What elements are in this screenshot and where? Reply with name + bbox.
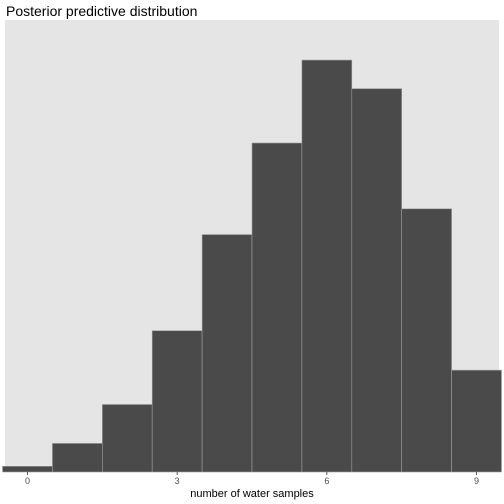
bar-0 <box>2 465 53 473</box>
bar-8 <box>401 208 452 473</box>
bar-4 <box>201 234 253 473</box>
x-tick-label-9: 9 <box>474 476 479 486</box>
x-tick-label-3: 3 <box>175 476 180 486</box>
x-axis-title: number of water samples <box>190 488 314 500</box>
bar-1 <box>52 443 103 473</box>
bar-6 <box>301 59 353 473</box>
x-tick-label-6: 6 <box>324 476 329 486</box>
x-axis: 0 3 6 9 <box>25 472 479 486</box>
bar-5 <box>251 142 303 473</box>
chart-title: Posterior predictive distribution <box>6 3 198 19</box>
bar-9 <box>451 369 502 473</box>
bar-3 <box>151 330 203 473</box>
bar-2 <box>102 404 153 473</box>
bar-7 <box>351 88 402 473</box>
bars-group <box>2 59 502 473</box>
x-tick-label-0: 0 <box>25 476 30 486</box>
